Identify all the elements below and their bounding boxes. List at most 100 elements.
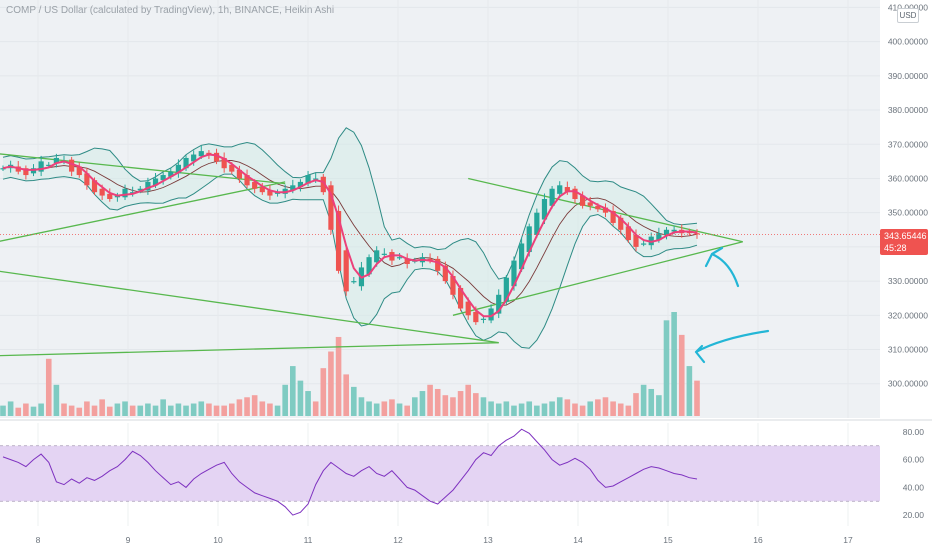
price-tick-label: 410.00000 bbox=[888, 2, 928, 12]
price-tick-label: 390.00000 bbox=[888, 71, 928, 81]
volume-bar bbox=[526, 401, 533, 416]
volume-bar bbox=[244, 397, 250, 416]
candle-body bbox=[305, 175, 311, 184]
candle-body bbox=[541, 199, 548, 220]
volume-bar bbox=[137, 405, 144, 416]
volume-bar bbox=[175, 403, 182, 416]
volume-bar bbox=[274, 405, 281, 416]
time-tick-label: 12 bbox=[393, 535, 403, 545]
volume-bar bbox=[160, 399, 166, 416]
volume-bar bbox=[282, 384, 288, 416]
volume-bar bbox=[434, 388, 441, 416]
candle-body bbox=[0, 168, 6, 170]
price-tick-label: 350.00000 bbox=[888, 208, 928, 218]
candle-body bbox=[290, 185, 296, 191]
volume-bar bbox=[602, 397, 609, 416]
candle-body bbox=[618, 217, 624, 230]
volume-bar bbox=[38, 403, 44, 416]
currency-badge[interactable]: USD bbox=[897, 8, 919, 23]
rsi-band bbox=[0, 445, 880, 502]
main-pane[interactable] bbox=[0, 0, 880, 418]
candle-body bbox=[534, 212, 540, 235]
rsi-tick-label: 60.00 bbox=[903, 455, 925, 465]
candle-body bbox=[46, 164, 52, 166]
volume-bar bbox=[419, 391, 426, 416]
volume-bar bbox=[633, 393, 639, 416]
volume-bar bbox=[53, 384, 60, 416]
candle-body bbox=[663, 229, 670, 235]
rsi-tick-label: 40.00 bbox=[903, 482, 925, 492]
candle-body bbox=[84, 173, 90, 186]
rsi-tick-label: 20.00 bbox=[903, 510, 925, 520]
volume-bar bbox=[106, 406, 113, 416]
price-tick-label: 380.00000 bbox=[888, 105, 928, 115]
candle-body bbox=[480, 318, 487, 320]
volume-bar bbox=[480, 397, 487, 416]
time-tick-label: 16 bbox=[753, 535, 763, 545]
candle-body bbox=[610, 210, 616, 223]
last-price-value: 343.65446 bbox=[884, 231, 927, 241]
volume-bar bbox=[656, 395, 662, 416]
volume-bar bbox=[518, 403, 525, 416]
volume-bar bbox=[541, 403, 548, 416]
rsi-line bbox=[2, 428, 698, 516]
volume-bar bbox=[328, 351, 334, 416]
volume-bar bbox=[373, 403, 380, 416]
volume-bar bbox=[579, 405, 586, 416]
candle-body bbox=[168, 171, 174, 177]
volume-bar bbox=[511, 405, 517, 416]
price-tick-label: 400.00000 bbox=[888, 37, 928, 47]
candle-body bbox=[366, 257, 372, 275]
candle-body bbox=[183, 157, 189, 169]
volume-bar bbox=[564, 399, 571, 416]
volume-bar bbox=[427, 384, 433, 416]
volume-bar bbox=[412, 397, 418, 416]
candle-body bbox=[160, 175, 166, 181]
volume-bar bbox=[251, 395, 258, 416]
candle-body bbox=[229, 164, 235, 172]
candle-body bbox=[145, 181, 151, 191]
candle-body bbox=[122, 188, 128, 198]
candle-body bbox=[602, 207, 609, 213]
volume-bar bbox=[76, 407, 83, 416]
bollinger-lower-band bbox=[2, 173, 698, 349]
time-tick-label: 17 bbox=[843, 535, 853, 545]
candle-body bbox=[236, 169, 243, 179]
bollinger-upper-band bbox=[2, 127, 698, 280]
time-tick-label: 15 bbox=[663, 535, 673, 545]
volume-bar bbox=[320, 368, 327, 416]
candle-body bbox=[496, 294, 502, 314]
time-tick-label: 8 bbox=[36, 535, 41, 545]
volume-bar bbox=[595, 399, 601, 416]
candle-body bbox=[526, 226, 532, 253]
volume-bar bbox=[625, 405, 632, 416]
price-tick-label: 370.00000 bbox=[888, 139, 928, 149]
candle-body bbox=[335, 210, 342, 271]
volume-bar bbox=[23, 403, 29, 416]
time-tick-label: 14 bbox=[573, 535, 583, 545]
volume-bar bbox=[221, 405, 227, 416]
price-tick-label: 300.00000 bbox=[888, 379, 928, 389]
candle-body bbox=[175, 164, 182, 174]
trend-line bbox=[0, 181, 286, 242]
candle-body bbox=[107, 193, 113, 199]
trend-line bbox=[0, 342, 499, 357]
volume-bar bbox=[366, 401, 372, 416]
candle-body bbox=[198, 151, 204, 157]
volume-bar bbox=[305, 391, 311, 416]
volume-bar bbox=[206, 403, 212, 416]
candle-body bbox=[130, 192, 136, 194]
candle-body bbox=[396, 257, 403, 259]
volume-bar bbox=[404, 405, 410, 416]
volume-bar bbox=[267, 403, 273, 416]
volume-bar bbox=[61, 403, 67, 416]
annotation-arrow bbox=[704, 246, 740, 288]
candle-body bbox=[267, 190, 273, 196]
candle-body bbox=[213, 152, 220, 162]
candle-body bbox=[191, 154, 197, 162]
candle-body bbox=[91, 180, 98, 193]
annotation-arrow bbox=[694, 329, 770, 364]
volume-bar bbox=[335, 336, 342, 416]
volume-bar bbox=[663, 320, 670, 416]
